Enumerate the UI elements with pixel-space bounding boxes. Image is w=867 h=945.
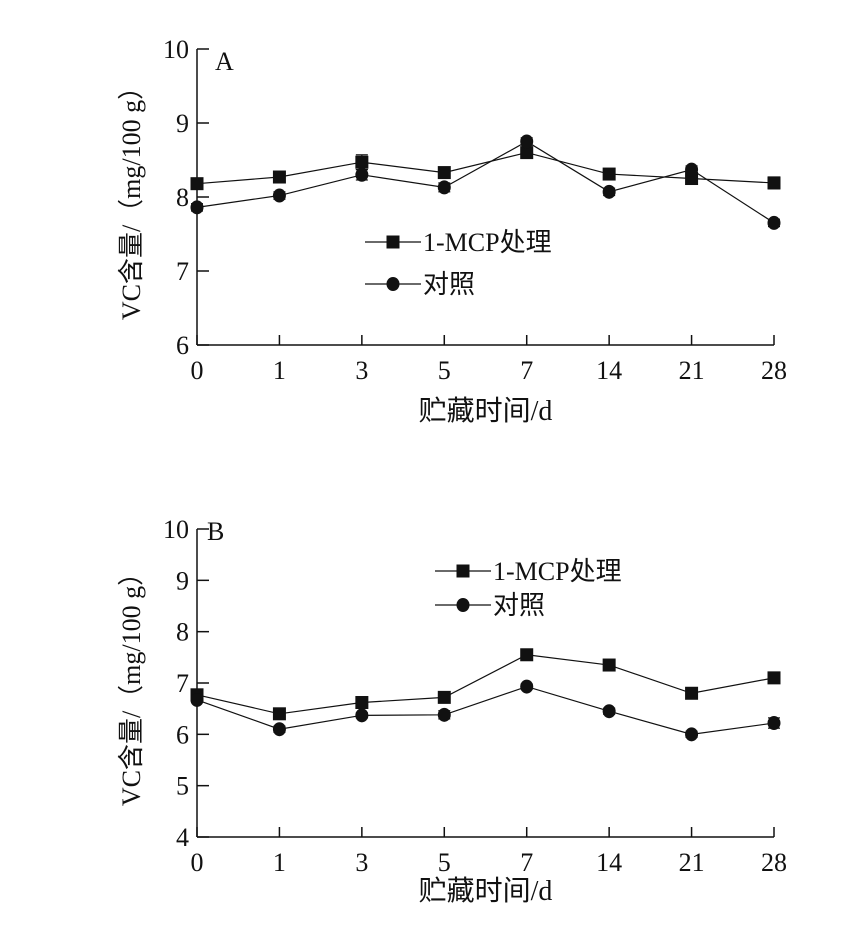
data-point-square [520,648,534,662]
panel-label: B [207,517,224,546]
data-point-square [767,671,781,685]
legend-circle-icon [456,598,470,612]
x-axis-label: 贮藏时间/d [419,875,553,907]
legend-label: 1-MCP处理 [423,228,552,257]
data-point-square [272,707,286,721]
data-point-circle [767,716,781,731]
data-point-circle [355,167,369,182]
legend-square-icon [386,235,400,249]
y-axis-label: VC含量/（mg/100 g） [117,74,146,320]
data-point-circle [190,692,204,707]
data-point-square [602,167,616,181]
x-tick-label: 14 [596,848,622,877]
x-tick-label: 5 [438,848,451,877]
data-point-circle [437,180,451,195]
x-tick-label: 7 [520,848,533,877]
y-tick-label: 5 [176,772,189,801]
x-tick-label: 21 [679,848,705,877]
legend-circle-icon [386,277,400,291]
data-point-circle [602,704,616,719]
data-point-square [685,686,699,700]
y-tick-label: 8 [176,183,189,212]
data-point-circle [272,722,286,737]
y-tick-label: 7 [176,669,189,698]
data-point-circle [437,707,451,722]
y-tick-label: 9 [176,566,189,595]
x-axis-label: 贮藏时间/d [419,395,553,427]
x-tick-label: 3 [355,848,368,877]
y-tick-label: 10 [163,35,189,64]
data-point-square [190,177,204,191]
data-point-circle [520,679,534,694]
data-point-square [437,690,451,704]
x-tick-label: 28 [761,848,787,877]
panel-b: 4 5 6 7 8 9 10 0 1 3 5 7 14 21 28 B 贮藏时间/d VC含量/（mg/100 g… [117,515,787,907]
series-line-0 [196,151,775,185]
x-tick-label: 14 [596,356,622,385]
data-point-square [520,146,534,160]
x-tick-label: 28 [761,356,787,385]
legend-square-icon [456,564,470,578]
y-tick-label: 6 [176,720,189,749]
y-tick-label: 9 [176,109,189,138]
data-point-square [355,155,369,169]
data-point-circle [685,162,699,177]
data-point-circle [602,184,616,199]
x-tick-label: 21 [679,356,705,385]
data-point-square [355,696,369,710]
series-line-0 [196,654,775,715]
legend-label: 对照 [493,591,545,620]
legend-label: 对照 [423,270,475,299]
x-tick-label: 0 [191,848,204,877]
legend-label: 1-MCP处理 [493,557,622,586]
data-point-square [602,658,616,672]
data-point-circle [355,708,369,723]
x-tick-label: 1 [273,356,286,385]
panel-a: 6 7 8 9 10 0 1 3 5 7 14 21 28 A 贮藏时间/d VC含量/（mg/100 g） 1… [117,35,787,427]
y-axis-label: VC含量/（mg/100 g） [117,560,146,806]
series-line-1 [196,140,775,224]
y-tick-label: 4 [176,823,189,852]
data-point-square [437,166,451,180]
data-point-circle [520,134,534,149]
x-tick-label: 3 [355,356,368,385]
data-point-circle [272,188,286,203]
data-point-circle [767,215,781,230]
x-tick-label: 1 [273,848,286,877]
x-tick-label: 5 [438,356,451,385]
data-point-square [767,176,781,190]
data-point-circle [190,200,204,215]
y-tick-label: 8 [176,618,189,647]
y-tick-label: 10 [163,515,189,544]
y-tick-label: 6 [176,331,189,360]
data-point-square [272,170,286,184]
data-point-circle [685,727,699,742]
x-tick-label: 7 [520,356,533,385]
y-tick-label: 7 [176,257,189,286]
x-tick-label: 0 [191,356,204,385]
series-line-1 [196,685,775,735]
panel-label: A [215,47,234,76]
